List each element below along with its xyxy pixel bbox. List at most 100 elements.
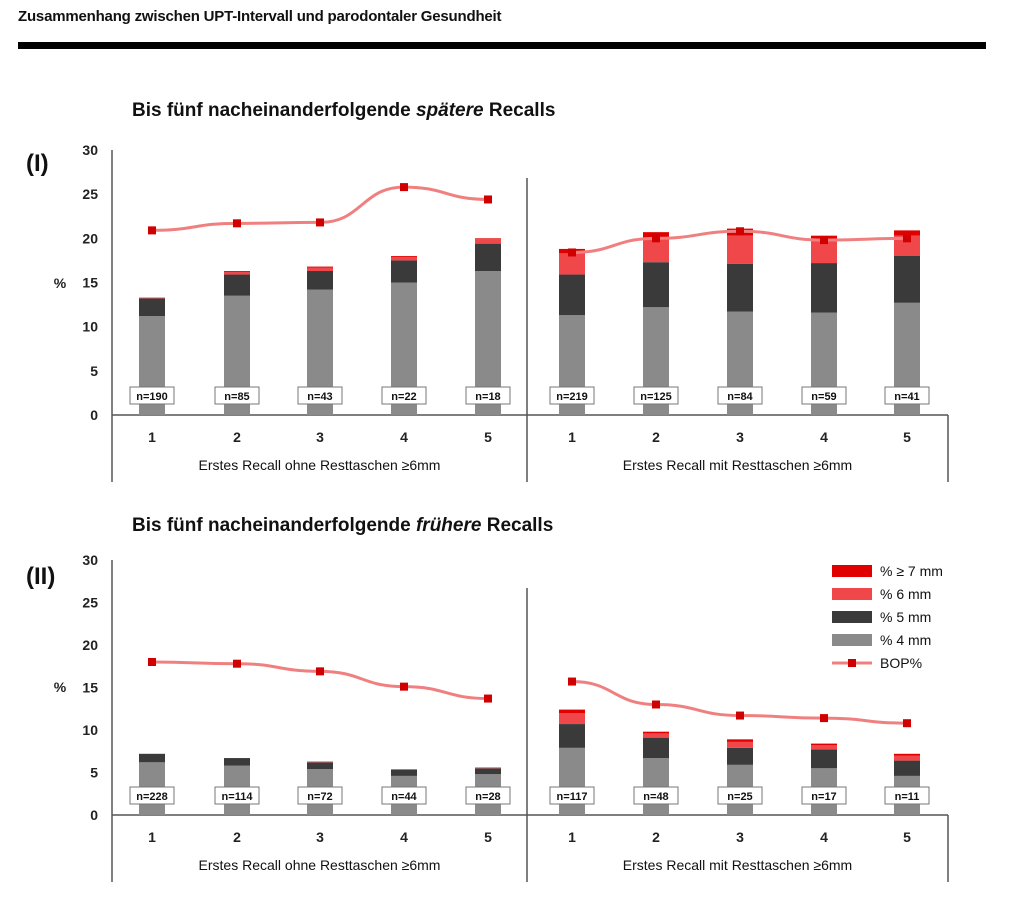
p2-y-tick-label: 25 <box>82 595 98 611</box>
p2-n-label: n=11 <box>895 791 920 803</box>
p2-bar-pct-5 <box>559 724 585 748</box>
p1-x-tick-label: 2 <box>233 429 241 445</box>
p1-n-label: n=22 <box>391 391 416 403</box>
p1-bop-point <box>820 236 828 245</box>
p2-bar-pct-7 <box>559 709 585 713</box>
p2-n-label-box <box>717 786 763 805</box>
p2-y-tick-label: 15 <box>82 680 98 696</box>
p2-bop-point <box>652 700 660 709</box>
p1-n-label: n=85 <box>224 391 249 403</box>
p1-group-label: Erstes Recall ohne Resttaschen ≥6mm <box>199 457 441 473</box>
p2-bop-point <box>568 677 576 686</box>
p1-bar-pct-6 <box>307 267 333 272</box>
p2-n-label: n=117 <box>557 791 588 803</box>
p2-bar-pct-6 <box>307 761 333 763</box>
p1-y-tick-label: 25 <box>82 186 98 202</box>
panel-2-title: Bis fünf nacheinanderfolgende frühere Re… <box>132 515 553 537</box>
p2-bar-pct-5 <box>727 747 753 765</box>
p2-bop-point <box>233 659 241 668</box>
p2-bar-pct-6 <box>811 745 837 750</box>
p2-bar-pct-7 <box>894 753 920 756</box>
p2-bar-pct-6 <box>475 767 501 769</box>
p1-x-tick-label: 1 <box>568 429 576 445</box>
p2-n-label: n=48 <box>643 791 668 803</box>
p2-n-label-box <box>633 786 679 805</box>
header-divider <box>18 42 986 49</box>
p1-bar-pct-5 <box>307 271 333 290</box>
p2-n-label-box <box>884 786 930 805</box>
p2-n-label: n=72 <box>307 791 332 803</box>
p1-n-label-box <box>717 386 763 405</box>
p1-bar-pct-5 <box>475 243 501 272</box>
p1-x-tick-label: 4 <box>400 429 408 445</box>
p1-bar-pct-6 <box>475 239 501 244</box>
p2-n-label-box <box>549 786 595 805</box>
p1-n-label-box <box>129 386 175 405</box>
p2-bop-point <box>736 711 744 720</box>
p2-x-tick-label: 5 <box>903 829 911 845</box>
p2-bar-pct-6 <box>391 769 417 770</box>
panel-1-title-suffix: Recalls <box>483 100 556 121</box>
p2-bar-pct-7 <box>811 743 837 746</box>
p1-bar-pct-5 <box>391 260 417 283</box>
p2-n-label-box <box>297 786 343 805</box>
p1-n-label-box <box>297 386 343 405</box>
p2-x-tick-label: 2 <box>652 829 660 845</box>
p2-n-label-box <box>381 786 427 805</box>
p2-n-label-box <box>129 786 175 805</box>
p2-bop-point <box>148 658 156 666</box>
p1-y-tick-label: 0 <box>90 407 98 423</box>
p1-bar-pct-5 <box>224 274 250 296</box>
p1-x-tick-label: 1 <box>148 429 156 445</box>
p1-n-label: n=43 <box>307 391 332 403</box>
p2-bop-point <box>400 682 408 691</box>
p1-group-label: Erstes Recall mit Resttaschen ≥6mm <box>623 457 852 473</box>
p2-bar-pct-6 <box>727 741 753 748</box>
p1-n-label-box <box>549 386 595 405</box>
p2-n-label: n=114 <box>222 791 254 803</box>
p1-bar-pct-7 <box>224 271 250 272</box>
panel-2-title-italic: frühere <box>415 515 482 536</box>
p1-n-label-box <box>465 386 511 405</box>
p2-n-label-box <box>801 786 847 805</box>
p2-n-label-box <box>465 786 511 805</box>
p1-bop-point <box>316 218 324 227</box>
p2-n-label-box <box>214 786 260 805</box>
p2-x-tick-label: 1 <box>148 829 156 845</box>
p1-bar-pct-6 <box>559 253 585 275</box>
p2-n-label: n=28 <box>475 791 500 803</box>
p1-y-tick-label: 15 <box>82 275 98 291</box>
p2-bar-pct-5 <box>475 768 501 775</box>
p1-n-label: n=219 <box>556 391 588 403</box>
p1-bar-pct-7 <box>391 256 417 257</box>
p1-bop-point <box>568 248 576 257</box>
p2-bar-pct-5 <box>391 769 417 776</box>
p2-bar-pct-5 <box>307 762 333 770</box>
p1-x-tick-label: 2 <box>652 429 660 445</box>
p1-bar-pct-5 <box>811 263 837 313</box>
p2-y-tick-label: 0 <box>90 807 98 823</box>
p1-bar-pct-6 <box>894 235 920 256</box>
p2-bar-pct-7 <box>643 731 669 734</box>
p1-bar-pct-5 <box>559 274 585 316</box>
legend-marker <box>848 659 856 667</box>
panel-2-label: (II) <box>26 563 56 590</box>
legend-swatch <box>832 588 872 600</box>
p1-x-tick-label: 5 <box>903 429 911 445</box>
p1-bar-pct-7 <box>894 230 920 236</box>
p1-x-tick-label: 4 <box>820 429 828 445</box>
p2-bar-pct-6 <box>643 733 669 738</box>
p1-bop-point <box>903 234 911 243</box>
panel-1-title: Bis fünf nacheinanderfolgende spätere Re… <box>132 100 555 122</box>
legend-label: BOP% <box>880 655 922 671</box>
p1-bar-pct-6 <box>139 297 165 299</box>
legend-label: % 5 mm <box>880 609 931 625</box>
p2-x-tick-label: 4 <box>820 829 828 845</box>
p1-x-tick-label: 5 <box>484 429 492 445</box>
p1-bop-point <box>652 234 660 243</box>
legend-label: % 6 mm <box>880 586 931 602</box>
p1-bop-point <box>736 227 744 236</box>
p1-n-label: n=59 <box>811 391 836 403</box>
p1-n-label-box <box>381 386 427 405</box>
